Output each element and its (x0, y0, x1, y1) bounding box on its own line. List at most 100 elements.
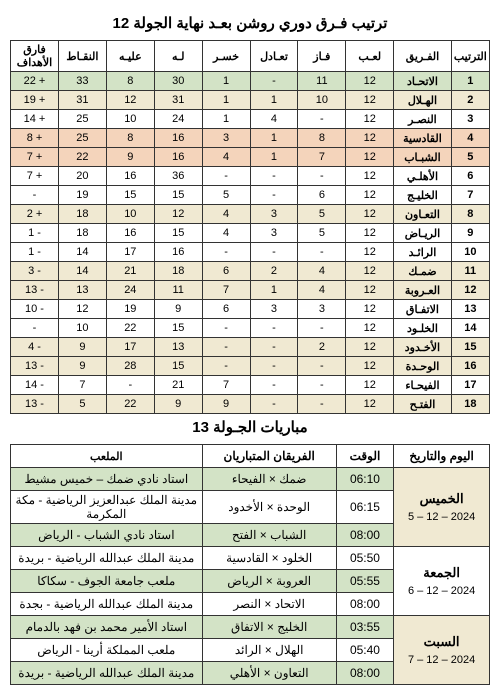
cell-team: الفيحـاء (394, 376, 451, 395)
standings-header-0: الترتيب (451, 41, 489, 72)
standings-header-4: تعـادل (250, 41, 298, 72)
cell-won: 6 (298, 186, 346, 205)
cell-rank: 6 (451, 167, 489, 186)
cell-played: 12 (346, 148, 394, 167)
cell-pts: 12 (58, 300, 106, 319)
cell-gd: - 13 (11, 395, 59, 414)
cell-draw: 1 (250, 129, 298, 148)
fixture-time: 05:50 (336, 547, 393, 570)
table-row: 5الشبـاب1271416922+ 7 (11, 148, 490, 167)
cell-pts: 18 (58, 224, 106, 243)
cell-draw: - (250, 72, 298, 91)
cell-won: 3 (298, 300, 346, 319)
table-row: 8التعـاون12534121018+ 2 (11, 205, 490, 224)
cell-gd: + 19 (11, 91, 59, 110)
table-row: 7الخليـج126-5151519- (11, 186, 490, 205)
table-row: 6الأهلـي12---361620+ 7 (11, 167, 490, 186)
cell-lost: 6 (202, 262, 250, 281)
cell-lost: 4 (202, 224, 250, 243)
cell-pts: 19 (58, 186, 106, 205)
standings-header-3: فـاز (298, 41, 346, 72)
cell-gd: - 1 (11, 224, 59, 243)
cell-gf: 36 (154, 167, 202, 186)
cell-gf: 9 (154, 300, 202, 319)
table-row: 9الريـاض12534151618- 1 (11, 224, 490, 243)
cell-gd: - 13 (11, 281, 59, 300)
cell-pts: 25 (58, 129, 106, 148)
cell-played: 12 (346, 167, 394, 186)
cell-played: 12 (346, 72, 394, 91)
cell-gf: 15 (154, 224, 202, 243)
cell-ga: 9 (106, 148, 154, 167)
cell-ga: 22 (106, 395, 154, 414)
cell-ga: 10 (106, 110, 154, 129)
cell-gf: 15 (154, 357, 202, 376)
cell-draw: 3 (250, 300, 298, 319)
cell-lost: 7 (202, 281, 250, 300)
cell-rank: 4 (451, 129, 489, 148)
cell-won: - (298, 357, 346, 376)
table-row: 16الوحـدة12---15289- 13 (11, 357, 490, 376)
table-row: 17الفيحـاء12--721-7- 14 (11, 376, 490, 395)
cell-gf: 13 (154, 338, 202, 357)
cell-played: 12 (346, 110, 394, 129)
cell-rank: 15 (451, 338, 489, 357)
fixture-row: الخميس5 – 12 – 202406:10ضمك × الفيحاءاست… (11, 468, 490, 491)
cell-draw: - (250, 395, 298, 414)
cell-rank: 3 (451, 110, 489, 129)
fixture-venue: مدينة الملك عبدالله الرياضية - بريدة (11, 547, 203, 570)
cell-won: 7 (298, 148, 346, 167)
cell-rank: 7 (451, 186, 489, 205)
cell-won: 5 (298, 205, 346, 224)
standings-header-7: عليـه (106, 41, 154, 72)
cell-team: الخلـود (394, 319, 451, 338)
cell-rank: 5 (451, 148, 489, 167)
cell-team: الوحـدة (394, 357, 451, 376)
cell-draw: 3 (250, 205, 298, 224)
fixture-venue: ملعب المملكة أرينا - الرياض (11, 639, 203, 662)
cell-gf: 18 (154, 262, 202, 281)
cell-team: ضمـك (394, 262, 451, 281)
cell-gd: - 1 (11, 243, 59, 262)
cell-rank: 17 (451, 376, 489, 395)
cell-draw: - (250, 243, 298, 262)
cell-gd: + 22 (11, 72, 59, 91)
cell-gf: 31 (154, 91, 202, 110)
cell-ga: 10 (106, 205, 154, 224)
cell-lost: 3 (202, 129, 250, 148)
fixture-venue: مدينة الملك عبدالعزيز الرياضية - مكة الم… (11, 491, 203, 524)
cell-ga: 17 (106, 338, 154, 357)
table-row: 14الخلـود12---152210- (11, 319, 490, 338)
cell-lost: 1 (202, 110, 250, 129)
fixture-match: الوحدة × الأخدود (202, 491, 336, 524)
cell-team: الرائـد (394, 243, 451, 262)
cell-gd: + 7 (11, 167, 59, 186)
cell-team: الهـلال (394, 91, 451, 110)
cell-lost: - (202, 167, 250, 186)
cell-lost: 1 (202, 72, 250, 91)
cell-gf: 12 (154, 205, 202, 224)
cell-played: 12 (346, 395, 394, 414)
standings-header-8: النقـاط (58, 41, 106, 72)
fixture-day: الجمعة6 – 12 – 2024 (394, 547, 490, 616)
standings-header-6: لـه (154, 41, 202, 72)
fixtures-header-match: الفريقان المتباريان (202, 445, 336, 468)
cell-pts: 14 (58, 262, 106, 281)
cell-played: 12 (346, 186, 394, 205)
fixtures-title: مباريات الجـولة 13 (10, 418, 490, 436)
cell-gf: 16 (154, 243, 202, 262)
cell-won: 4 (298, 281, 346, 300)
cell-draw: 2 (250, 262, 298, 281)
cell-team: النصـر (394, 110, 451, 129)
cell-pts: 10 (58, 319, 106, 338)
cell-draw: - (250, 319, 298, 338)
fixture-venue: مدينة الملك عبدالله الرياضية - بريدة (11, 662, 203, 685)
cell-rank: 18 (451, 395, 489, 414)
cell-team: العـروبة (394, 281, 451, 300)
cell-team: الأهلـي (394, 167, 451, 186)
cell-gd: + 8 (11, 129, 59, 148)
fixture-match: الخليج × الاتفاق (202, 616, 336, 639)
cell-ga: - (106, 376, 154, 395)
cell-pts: 22 (58, 148, 106, 167)
fixtures-header-venue: الملعب (11, 445, 203, 468)
